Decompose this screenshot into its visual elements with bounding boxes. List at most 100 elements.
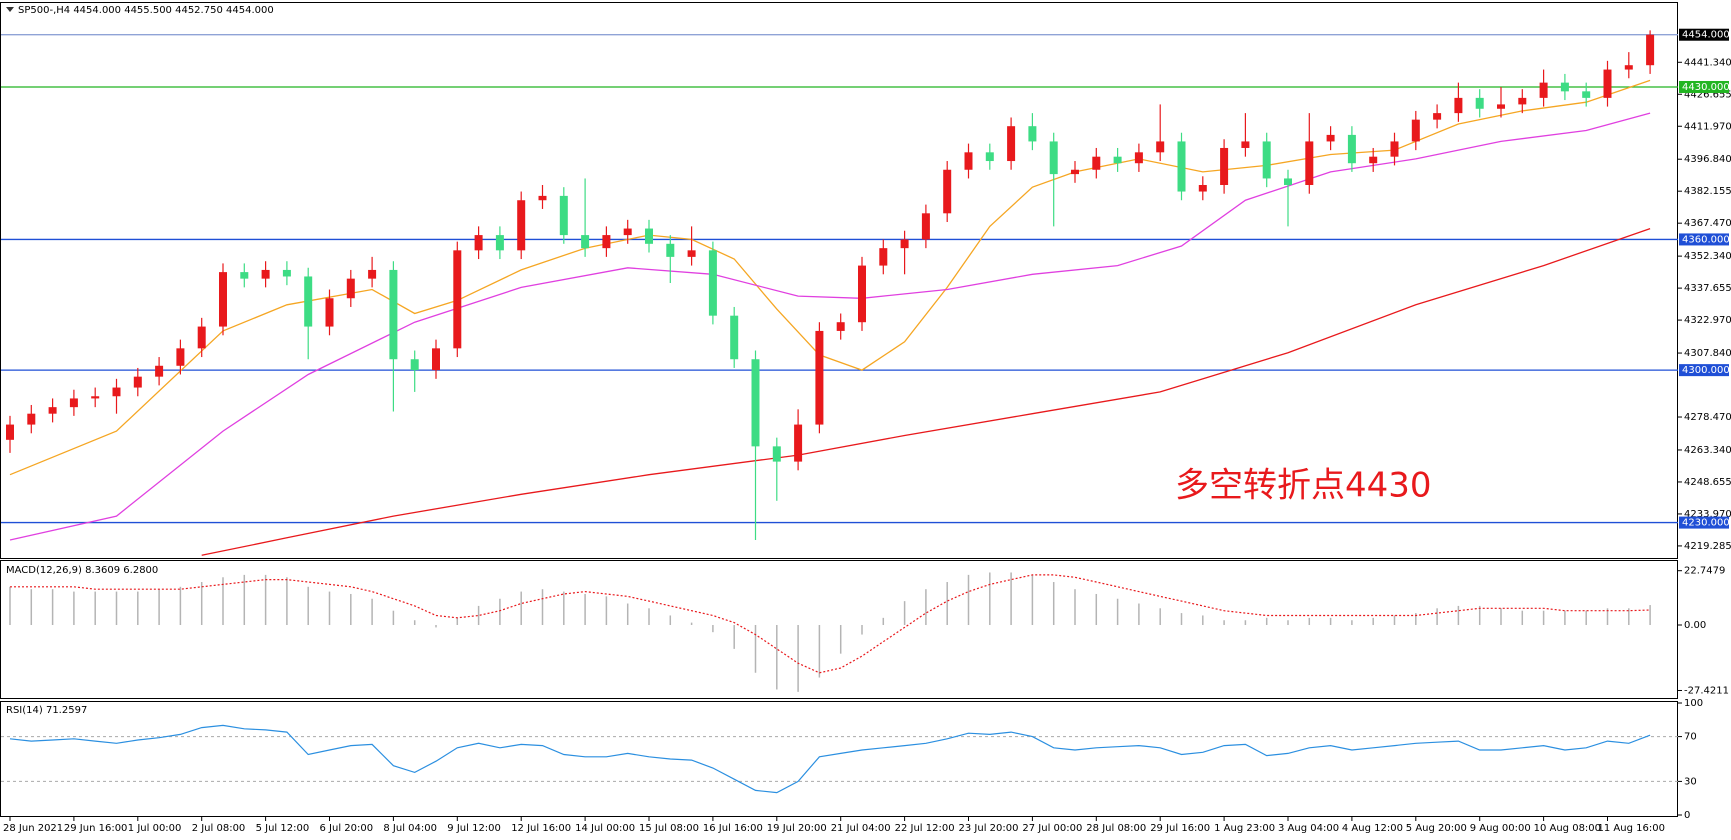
rsi-panel-frame	[0, 701, 1678, 817]
candle-body	[559, 195, 568, 236]
level-label-box	[1679, 364, 1729, 377]
candle-body	[1262, 141, 1271, 179]
candle-body	[1518, 97, 1527, 105]
x-tick-label: 16 Jul 16:00	[703, 823, 763, 834]
y-tick-label: 4337.655	[1684, 283, 1731, 294]
y-tick-label: 4219.285	[1684, 541, 1731, 552]
x-tick-label: 1 Aug 23:00	[1214, 823, 1275, 834]
candle-body	[1603, 69, 1612, 98]
y-tick-label: 4367.470	[1684, 218, 1731, 229]
menu-arrow[interactable]	[6, 7, 14, 12]
y-tick-label: 70	[1684, 732, 1697, 743]
candle-body	[1028, 126, 1037, 142]
main-panel-frame	[0, 2, 1678, 559]
candle-body	[1220, 147, 1229, 185]
rsi-title: RSI(14) 71.2597	[6, 705, 87, 716]
candle-body	[1411, 119, 1420, 142]
y-tick-label: 4352.340	[1684, 251, 1731, 262]
x-tick-label: 4 Aug 12:00	[1342, 823, 1403, 834]
candle-body	[69, 398, 78, 408]
candle-body	[261, 269, 270, 279]
candle-body	[1497, 104, 1505, 109]
candle-body	[1560, 82, 1569, 92]
x-tick-label: 3 Aug 04:00	[1278, 823, 1339, 834]
candle-body	[666, 243, 675, 257]
candle-body	[389, 269, 398, 360]
y-tick-label: 4307.840	[1684, 348, 1731, 359]
x-tick-label: 28 Jul 08:00	[1086, 823, 1146, 834]
x-tick-label: 14 Jul 00:00	[575, 823, 635, 834]
candle-body	[1539, 82, 1548, 98]
candle-body	[943, 169, 952, 214]
candle-body	[6, 424, 14, 440]
moving-average	[9, 112, 1651, 541]
candle-body	[623, 228, 632, 236]
candle-body	[48, 407, 57, 414]
macd-signal	[10, 574, 1651, 674]
candle-body	[921, 213, 930, 240]
candle-body	[1241, 141, 1250, 148]
candle-body	[751, 359, 760, 447]
candle-body	[155, 365, 164, 377]
x-tick-label: 2 Jul 08:00	[192, 823, 246, 834]
y-tick-label: 4278.470	[1684, 412, 1731, 423]
candle-body	[1198, 184, 1207, 192]
candle-body	[879, 248, 888, 266]
x-tick-label: 29 Jun 16:00	[64, 823, 128, 834]
candle-body	[1624, 65, 1633, 70]
x-tick-label: 11 Aug 16:00	[1598, 823, 1665, 834]
x-tick-label: 15 Jul 08:00	[639, 823, 699, 834]
candle-body	[219, 272, 227, 327]
candle-body	[1390, 141, 1399, 157]
candle-body	[517, 200, 526, 251]
moving-average	[201, 227, 1651, 556]
x-tick-label: 9 Jul 12:00	[447, 823, 501, 834]
x-tick-label: 5 Aug 20:00	[1406, 823, 1467, 834]
candle-body	[1177, 141, 1186, 192]
x-tick-label: 12 Jul 16:00	[511, 823, 571, 834]
candle-body	[964, 152, 973, 170]
y-tick-label: -27.4211	[1684, 685, 1729, 696]
x-tick-label: 21 Jul 04:00	[831, 823, 891, 834]
y-tick-label: 4233.970	[1684, 509, 1731, 520]
candle-body	[176, 348, 185, 366]
candle-body	[1433, 113, 1442, 120]
x-tick-label: 22 Jul 12:00	[895, 823, 955, 834]
level-label-box	[1679, 233, 1729, 246]
x-tick-label: 1 Jul 00:00	[128, 823, 182, 834]
y-tick-label: 4426.655	[1684, 89, 1731, 100]
candle-body	[1134, 152, 1143, 164]
candle-body	[432, 348, 440, 371]
candle-body	[282, 269, 291, 277]
y-tick-label: 4411.970	[1684, 121, 1731, 132]
candle-body	[1475, 97, 1484, 109]
level-label: 4230.000	[1682, 518, 1730, 529]
rsi-line	[9, 724, 1651, 794]
y-tick-label: 4441.340	[1684, 57, 1731, 68]
candle-body	[1284, 178, 1292, 185]
x-tick-label: 5 Jul 12:00	[256, 823, 310, 834]
x-tick-label: 29 Jul 16:00	[1150, 823, 1210, 834]
macd-panel-frame	[0, 560, 1678, 699]
candle-body	[858, 265, 866, 323]
candle-body	[836, 322, 845, 331]
candle-body	[1071, 169, 1079, 175]
candle-body	[1454, 97, 1463, 114]
x-tick-label: 23 Jul 20:00	[959, 823, 1019, 834]
level-label-box	[1679, 80, 1729, 93]
y-tick-label: 0.00	[1684, 620, 1706, 631]
y-tick-label: 4322.970	[1684, 315, 1731, 326]
candle-body	[1092, 156, 1101, 170]
candle-body	[27, 413, 36, 425]
candle-body	[1156, 141, 1165, 153]
candle-body	[1049, 141, 1058, 175]
candle-body	[91, 396, 100, 399]
y-tick-label: 30	[1684, 776, 1697, 787]
candle-body	[495, 235, 504, 251]
candle-body	[815, 330, 824, 425]
candle-body	[1007, 126, 1016, 162]
candle-body	[708, 250, 717, 316]
candle-body	[645, 228, 653, 244]
candle-body	[368, 269, 377, 279]
